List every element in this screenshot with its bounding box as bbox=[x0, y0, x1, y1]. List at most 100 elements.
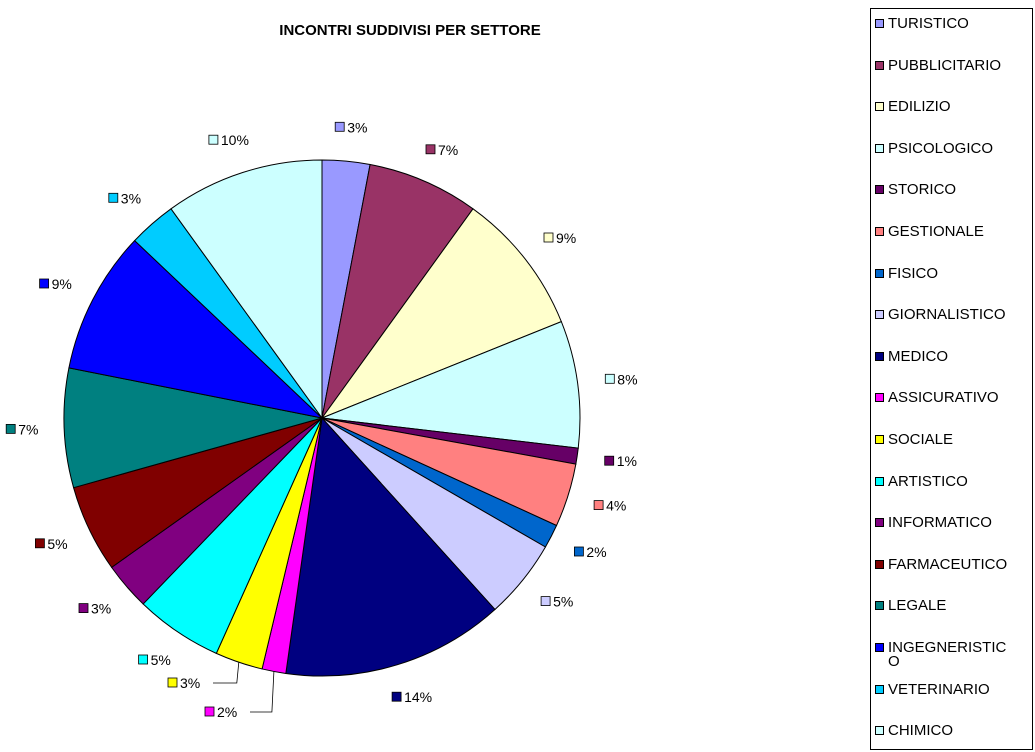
legend-swatch bbox=[875, 393, 884, 403]
legend-swatch bbox=[875, 435, 884, 444]
data-label-sociale: 3% bbox=[167, 675, 200, 691]
data-label-swatch bbox=[204, 706, 215, 717]
legend-label: VETERINARIO bbox=[888, 680, 990, 698]
data-label-text: 3% bbox=[91, 601, 111, 617]
data-label-text: 5% bbox=[553, 594, 573, 610]
data-label-text: 4% bbox=[606, 498, 626, 514]
data-label-swatch bbox=[540, 596, 551, 606]
legend-label: ASSICURATIVO bbox=[888, 389, 999, 407]
data-label-swatch bbox=[78, 603, 89, 613]
legend-swatch bbox=[875, 227, 884, 236]
legend-swatch bbox=[875, 684, 884, 694]
slice-psicologico bbox=[321, 320, 581, 449]
data-label-swatch bbox=[35, 538, 45, 549]
data-label-text: 7% bbox=[438, 142, 458, 158]
legend-swatch bbox=[875, 185, 884, 195]
data-label-text: 8% bbox=[617, 371, 637, 387]
slice-legale bbox=[63, 367, 323, 489]
data-label-text: 10% bbox=[221, 132, 249, 148]
data-label-text: 1% bbox=[617, 453, 637, 469]
slice-pubblicitario bbox=[321, 163, 474, 419]
data-label-fisico: 2% bbox=[574, 544, 607, 560]
data-label-medico: 14% bbox=[391, 689, 432, 705]
data-label-text: 5% bbox=[151, 652, 171, 668]
legend-swatch bbox=[875, 726, 884, 736]
data-label-chimico: 10% bbox=[208, 132, 249, 148]
data-label-farmaceutico: 5% bbox=[35, 536, 68, 552]
legend-swatch bbox=[875, 601, 884, 611]
data-label-swatch bbox=[574, 546, 584, 557]
data-label-swatch bbox=[167, 677, 178, 688]
data-label-pubblicitario: 7% bbox=[425, 142, 458, 158]
data-label-veterinario: 3% bbox=[108, 190, 141, 206]
data-label-swatch bbox=[543, 232, 554, 243]
data-label-giornalistico: 5% bbox=[540, 594, 573, 610]
slice-chimico bbox=[170, 159, 323, 420]
legend-label: SOCIALE bbox=[888, 431, 954, 448]
data-label-edilizio: 9% bbox=[543, 230, 576, 246]
data-label-swatch bbox=[108, 192, 119, 203]
data-label-text: 9% bbox=[52, 276, 72, 292]
legend-swatch bbox=[875, 518, 884, 528]
data-label-assicurativo: 2% bbox=[204, 704, 237, 720]
legend-swatch bbox=[875, 351, 884, 361]
data-label-text: 3% bbox=[180, 675, 200, 691]
data-label-storico: 1% bbox=[604, 453, 637, 469]
data-label-text: 3% bbox=[347, 119, 367, 135]
data-label-text: 5% bbox=[47, 536, 67, 552]
legend-label: EDILIZIO bbox=[888, 98, 951, 116]
legend-label: TURISTICO bbox=[888, 15, 969, 32]
legend-label: INFORMATICO bbox=[888, 514, 992, 532]
data-label-swatch bbox=[593, 500, 604, 511]
slice-edilizio bbox=[320, 208, 562, 420]
slice-medico bbox=[285, 416, 496, 677]
leader-line-assicurativo bbox=[250, 671, 275, 713]
data-label-ingegneristic-o: 9% bbox=[39, 276, 72, 292]
legend-label: GESTIONALE bbox=[888, 223, 984, 240]
leader-line-sociale bbox=[213, 662, 240, 684]
legend-swatch bbox=[875, 643, 884, 652]
pie-slices bbox=[63, 159, 581, 677]
legend-swatch bbox=[875, 559, 884, 569]
legend-swatch bbox=[875, 143, 884, 153]
data-label-text: 7% bbox=[18, 421, 38, 437]
data-label-swatch bbox=[39, 278, 49, 289]
data-label-text: 3% bbox=[121, 190, 141, 206]
data-label-swatch bbox=[425, 144, 436, 155]
legend-label: MEDICO bbox=[888, 347, 948, 365]
data-labels: 3% 7% 9% 8% 1% 4% 2% 5% 14% 2% 3% 5% 3% 5% 7% 9% 3% 10% bbox=[5, 119, 638, 720]
data-label-swatch bbox=[604, 455, 615, 466]
data-label-swatch bbox=[208, 134, 219, 145]
legend-swatch bbox=[875, 310, 884, 320]
data-label-text: 2% bbox=[217, 704, 237, 720]
data-label-swatch bbox=[334, 121, 345, 132]
legend-label: STORICO bbox=[888, 181, 957, 199]
legend-label: LEGALE bbox=[888, 597, 947, 615]
legend-label: PUBBLICITARIO bbox=[888, 56, 1002, 74]
legend-label: ARTISTICO bbox=[888, 472, 968, 490]
legend-label: PSICOLOGICO bbox=[888, 139, 994, 157]
legend-swatch bbox=[875, 268, 884, 278]
legend-swatch bbox=[875, 19, 884, 28]
legend-label: CHIMICO bbox=[888, 722, 953, 740]
data-label-psicologico: 8% bbox=[604, 371, 638, 387]
data-label-swatch bbox=[5, 423, 16, 434]
data-label-text: 9% bbox=[556, 230, 576, 246]
data-label-swatch bbox=[604, 373, 615, 384]
data-label-swatch bbox=[138, 654, 149, 665]
data-label-artistico: 5% bbox=[138, 652, 171, 668]
chart-title: INCONTRI SUDDIVISI PER SETTORE bbox=[279, 22, 540, 39]
data-label-informatico: 3% bbox=[78, 601, 111, 617]
legend-swatch bbox=[875, 476, 884, 486]
legend-swatch bbox=[875, 60, 884, 70]
leader-lines bbox=[213, 662, 275, 713]
data-label-text: 14% bbox=[404, 689, 432, 705]
legend-label: FARMACEUTICO bbox=[888, 555, 1008, 573]
legend-label: INGEGNERISTIC O bbox=[888, 639, 1007, 670]
data-label-swatch bbox=[391, 691, 402, 702]
data-label-gestionale: 4% bbox=[593, 498, 626, 514]
legend-label: GIORNALISTICO bbox=[888, 306, 1006, 324]
legend-swatch bbox=[875, 102, 884, 112]
data-label-legale: 7% bbox=[5, 421, 38, 437]
